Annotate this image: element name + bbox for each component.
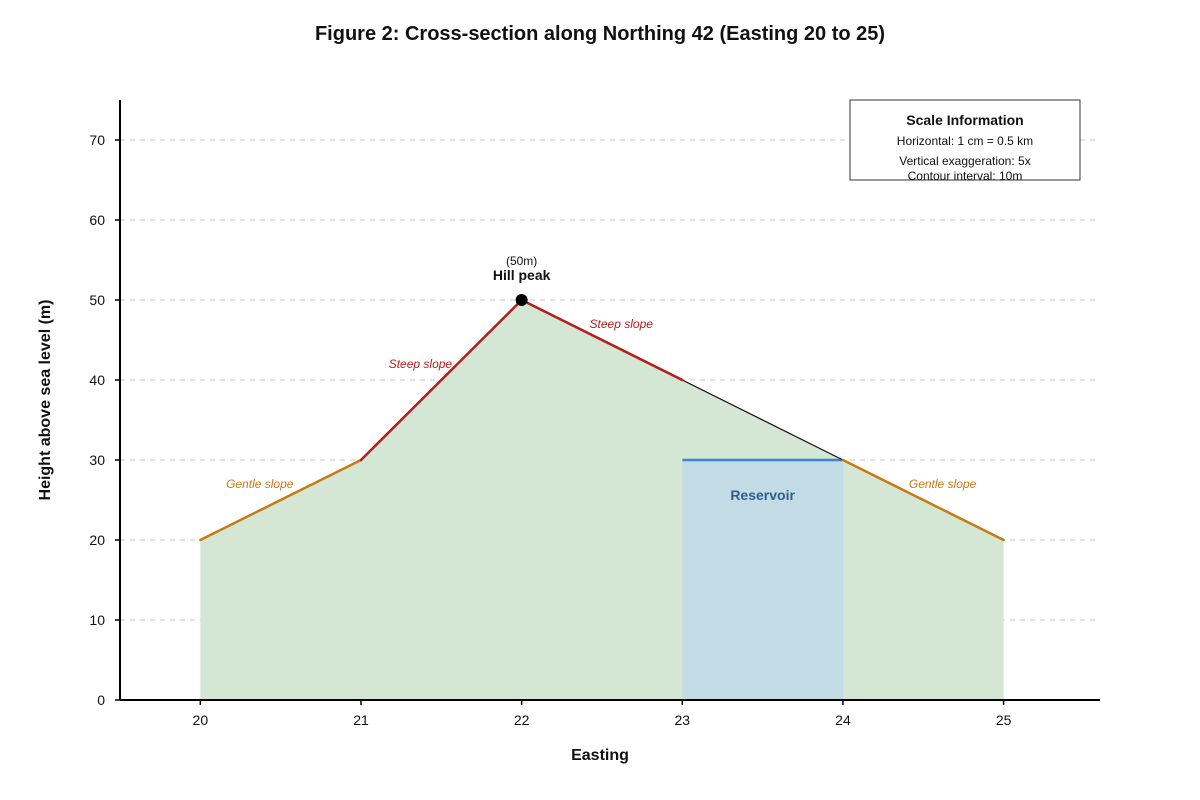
y-tick-label: 30 (89, 452, 105, 468)
scale-box-frame (849, 99, 1081, 181)
scale-box-line: Horizontal: 1 cm = 0.5 km (897, 134, 1033, 148)
x-axis-title: Easting (571, 747, 629, 764)
x-tick-label: 22 (514, 712, 530, 728)
peak-height-label: (50m) (506, 254, 537, 268)
x-tick-label: 25 (996, 712, 1012, 728)
y-tick-label: 60 (89, 212, 105, 228)
scale-box-line: Contour interval: 10m (908, 169, 1023, 183)
profile-lines (199, 298, 1005, 542)
x-tick-label: 24 (835, 712, 851, 728)
steep-slope-annotation: Steep slope (590, 317, 654, 331)
y-tick-label: 0 (97, 692, 105, 708)
terrain-area (200, 300, 1004, 700)
y-tick-label: 40 (89, 372, 105, 388)
scale-box-title: Scale Information (906, 112, 1023, 128)
y-tick-label: 20 (89, 532, 105, 548)
peak-marker (515, 294, 528, 306)
steep-slope-segment (520, 298, 684, 382)
gentle-slope-annotation: Gentle slope (226, 477, 294, 491)
y-axis-title: Height above sea level (m) (37, 300, 54, 501)
terrain-area-fill (200, 300, 1004, 700)
scale-information-box: Scale Information Horizontal: 1 cm = 0.5 … (849, 99, 1081, 183)
gentle-slope-annotation: Gentle slope (909, 477, 977, 491)
scale-box-line: Vertical exaggeration: 5x (899, 154, 1030, 168)
gentle-slope-segment (841, 458, 1005, 542)
steep-slope-annotation: Steep slope (389, 357, 453, 371)
reservoir-label: Reservoir (730, 487, 795, 503)
steep-slope-segment (359, 298, 523, 462)
x-tick-label: 21 (353, 712, 369, 728)
axes: 0 10 20 30 40 50 60 70 20 21 22 23 24 25 (89, 100, 1100, 728)
chart-title: Figure 2: Cross-section along Northing 4… (315, 23, 885, 45)
annotations: Hill peak(50m) Gentle slope Steep slope Ste… (226, 254, 976, 491)
x-tick-label: 23 (675, 712, 691, 728)
y-tick-label: 10 (89, 612, 105, 628)
gentle-slope-segment (199, 458, 363, 542)
y-tick-label: 70 (89, 132, 105, 148)
reservoir-fill (682, 460, 843, 700)
peak-label: Hill peak (493, 267, 551, 283)
y-tick-label: 50 (89, 292, 105, 308)
x-tick-label: 20 (193, 712, 209, 728)
reservoir: Reservoir (682, 458, 843, 700)
